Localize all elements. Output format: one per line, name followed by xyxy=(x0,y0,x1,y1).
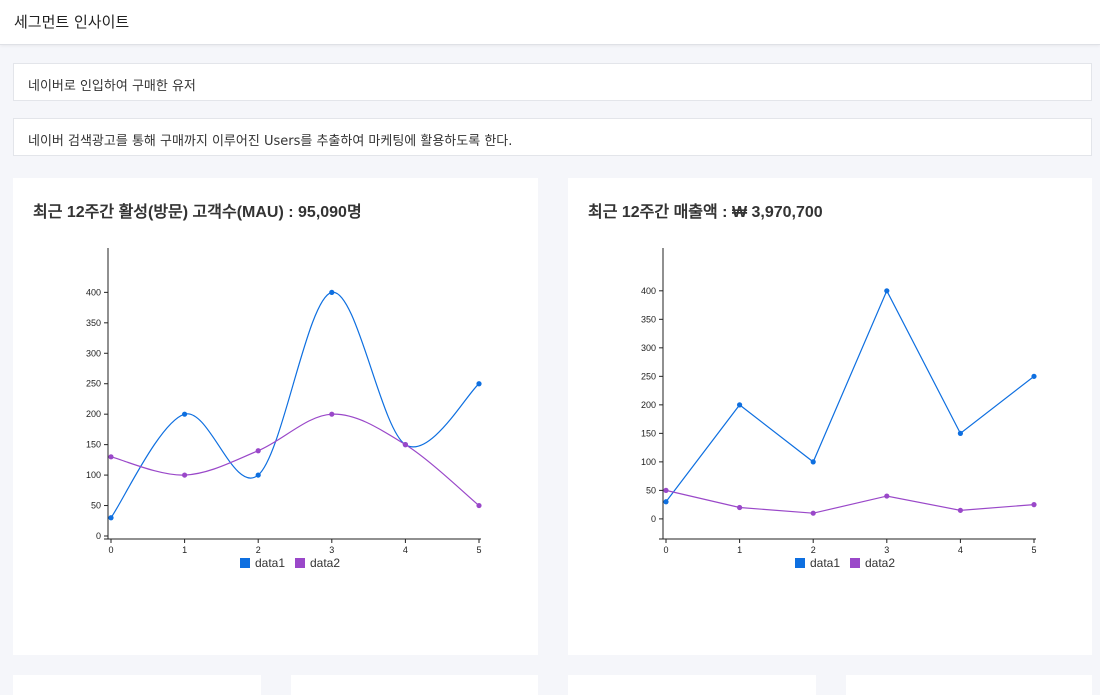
data-point-data1 xyxy=(663,499,669,505)
bottom-card-3 xyxy=(568,675,816,695)
y-tick-label: 50 xyxy=(91,501,101,511)
y-tick-label: 250 xyxy=(86,379,101,389)
legend-label: data1 xyxy=(810,556,840,570)
top-bar: 세그먼트 인사이트 xyxy=(0,0,1100,45)
x-tick-label: 2 xyxy=(811,545,816,555)
data-point-data1 xyxy=(957,430,963,436)
y-tick-label: 350 xyxy=(641,314,656,324)
data-point-data2 xyxy=(957,507,963,513)
legend-item-data2[interactable]: data2 xyxy=(850,556,895,570)
y-tick-label: 400 xyxy=(86,287,101,297)
data-point-data1 xyxy=(108,515,114,521)
data-point-data2 xyxy=(329,411,335,417)
series-line-data1 xyxy=(110,291,480,519)
legend-item-data1[interactable]: data1 xyxy=(795,556,840,570)
data-point-data1 xyxy=(329,289,335,295)
segment-description: 네이버 검색광고를 통해 구매까지 이루어진 Users를 추출하여 마케팅에 … xyxy=(28,134,513,149)
x-tick-label: 1 xyxy=(737,545,742,555)
mau-line-chart: 0 50 100 150 200 250 300 350 400 0 1 2 3 4 5 data1 data2 xyxy=(86,248,482,570)
data-point-data2 xyxy=(663,487,669,493)
bottom-card-2 xyxy=(291,675,538,695)
y-tick-label: 100 xyxy=(86,470,101,480)
x-tick-label: 4 xyxy=(958,545,963,555)
segment-description-box: 네이버 검색광고를 통해 구매까지 이루어진 Users를 추출하여 마케팅에 … xyxy=(13,118,1092,156)
x-tick-label: 4 xyxy=(403,545,408,555)
y-tick-label: 200 xyxy=(86,409,101,419)
x-tick-label: 3 xyxy=(329,545,334,555)
series-line-data2 xyxy=(665,489,1035,514)
segment-name-box: 네이버로 인입하여 구매한 유저 xyxy=(13,63,1092,101)
x-tick-label: 0 xyxy=(108,545,113,555)
revenue-line-chart: 0 50 100 150 200 250 300 350 400 0 1 2 3 4 5 data1 data2 xyxy=(641,248,1037,570)
legend-label: data2 xyxy=(310,556,340,570)
y-tick-label: 300 xyxy=(641,343,656,353)
data-point-data1 xyxy=(476,381,482,387)
data-point-data2 xyxy=(884,493,890,499)
legend-label: data1 xyxy=(255,556,285,570)
y-tick-label: 0 xyxy=(96,531,101,541)
y-tick-label: 250 xyxy=(641,371,656,381)
legend-label: data2 xyxy=(865,556,895,570)
data-point-data2 xyxy=(476,502,482,509)
y-tick-label: 400 xyxy=(641,286,656,296)
data-point-data1 xyxy=(737,402,743,408)
y-tick-label: 0 xyxy=(651,514,656,524)
legend-item-data1[interactable]: data1 xyxy=(240,556,285,570)
legend-item-data2[interactable]: data2 xyxy=(295,556,340,570)
y-tick-label: 150 xyxy=(641,428,656,438)
revenue-chart-card: 최근 12주간 매출액 : ₩ 3,970,700 0 50 100 150 200 25… xyxy=(568,178,1092,655)
data-point-data1 xyxy=(255,472,261,478)
legend-swatch xyxy=(850,558,860,568)
series-line-data2 xyxy=(110,413,480,507)
data-point-data2 xyxy=(402,442,408,448)
x-tick-label: 5 xyxy=(1031,545,1036,555)
segment-name: 네이버로 인입하여 구매한 유저 xyxy=(28,79,196,94)
y-tick-label: 150 xyxy=(86,440,101,450)
series-line-data1 xyxy=(665,289,1035,503)
legend-swatch xyxy=(295,558,305,568)
y-tick-label: 200 xyxy=(641,400,656,410)
bottom-card-1 xyxy=(13,675,261,695)
y-tick-label: 300 xyxy=(86,348,101,358)
data-point-data1 xyxy=(1031,373,1037,379)
x-tick-label: 2 xyxy=(256,545,261,555)
mau-chart-card: 최근 12주간 활성(방문) 고객수(MAU) : 95,090명 0 50 100… xyxy=(13,178,538,655)
legend-swatch xyxy=(795,558,805,568)
x-tick-label: 1 xyxy=(182,545,187,555)
y-tick-label: 100 xyxy=(641,457,656,467)
data-point-data2 xyxy=(810,510,816,516)
y-tick-label: 50 xyxy=(646,485,656,495)
data-point-data2 xyxy=(182,472,188,478)
data-point-data2 xyxy=(108,454,114,460)
data-point-data1 xyxy=(884,288,890,294)
data-point-data1 xyxy=(810,459,816,465)
data-point-data2 xyxy=(1031,502,1037,508)
data-point-data2 xyxy=(737,504,743,511)
legend-swatch xyxy=(240,558,250,568)
x-tick-label: 5 xyxy=(476,545,481,555)
x-tick-label: 3 xyxy=(884,545,889,555)
mau-card-title: 최근 12주간 활성(방문) 고객수(MAU) : 95,090명 xyxy=(33,204,362,221)
x-tick-label: 0 xyxy=(663,545,668,555)
revenue-card-title: 최근 12주간 매출액 : ₩ 3,970,700 xyxy=(588,204,823,221)
y-tick-label: 350 xyxy=(86,318,101,328)
data-point-data1 xyxy=(182,411,188,417)
data-point-data2 xyxy=(255,448,261,454)
page-title: 세그먼트 인사이트 xyxy=(14,13,130,31)
bottom-card-4 xyxy=(846,675,1092,695)
